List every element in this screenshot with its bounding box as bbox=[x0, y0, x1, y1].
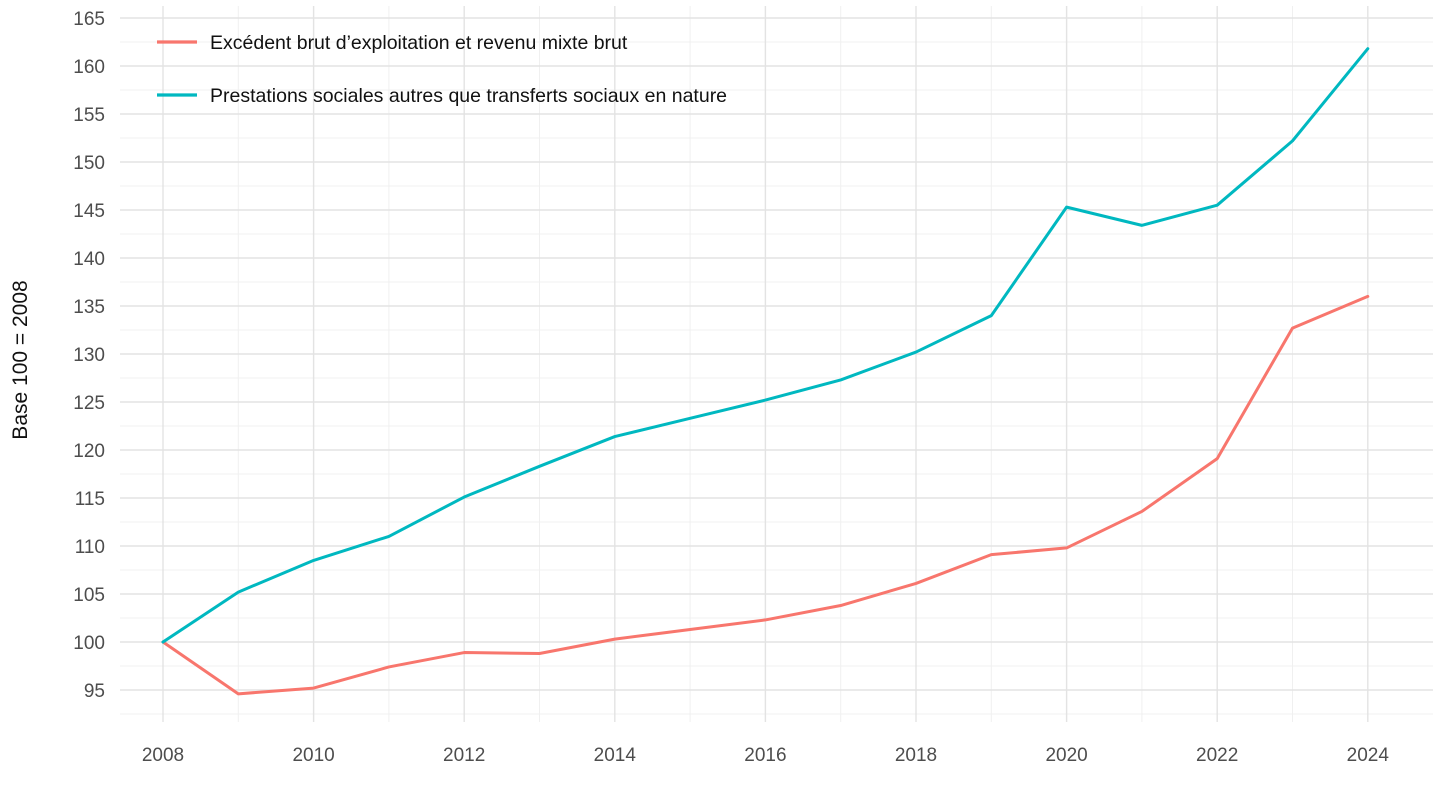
major-gridlines bbox=[120, 6, 1433, 722]
legend-label-series1: Excédent brut d’exploitation et revenu m… bbox=[210, 32, 628, 54]
y-tick-label: 140 bbox=[73, 249, 105, 270]
x-tick-label: 2014 bbox=[594, 745, 637, 766]
x-tick-label: 2022 bbox=[1196, 745, 1238, 766]
x-tick-label: 2012 bbox=[443, 745, 485, 766]
legend-label-series2: Prestations sociales autres que transfer… bbox=[210, 85, 727, 107]
y-tick-label: 145 bbox=[73, 201, 105, 222]
y-tick-label: 100 bbox=[73, 633, 105, 654]
y-tick-label: 130 bbox=[73, 345, 105, 366]
x-tick-label: 2024 bbox=[1347, 745, 1390, 766]
x-axis-tick-labels: 2008 2010 2012 2014 2016 2018 2020 2022 2024 bbox=[142, 745, 1390, 766]
y-tick-label: 115 bbox=[75, 489, 105, 510]
minor-gridlines bbox=[120, 6, 1433, 722]
data-series-lines bbox=[161, 47, 1370, 696]
legend: Excédent brut d’exploitation et revenu m… bbox=[157, 32, 727, 107]
y-tick-label: 110 bbox=[75, 537, 105, 558]
x-tick-label: 2020 bbox=[1045, 745, 1087, 766]
y-tick-label: 135 bbox=[73, 297, 105, 318]
y-tick-label: 150 bbox=[73, 153, 105, 174]
x-tick-label: 2010 bbox=[292, 745, 334, 766]
series-line-1 bbox=[161, 294, 1370, 696]
y-tick-label: 160 bbox=[73, 57, 105, 78]
y-tick-label: 120 bbox=[73, 441, 105, 462]
y-tick-label: 155 bbox=[73, 105, 105, 126]
y-tick-label: 95 bbox=[84, 681, 105, 702]
x-tick-label: 2018 bbox=[895, 745, 937, 766]
y-tick-label: 105 bbox=[73, 585, 105, 606]
x-tick-label: 2016 bbox=[744, 745, 786, 766]
y-tick-label: 165 bbox=[73, 9, 105, 30]
x-tick-label: 2008 bbox=[142, 745, 184, 766]
y-axis-tick-labels: 95 100 105 110 115 120 125 130 135 140 145 150 155 16… bbox=[73, 9, 105, 702]
series-line-2 bbox=[161, 47, 1370, 644]
y-tick-label: 125 bbox=[73, 393, 105, 414]
y-axis-title: Base 100 = 2008 bbox=[9, 280, 32, 439]
